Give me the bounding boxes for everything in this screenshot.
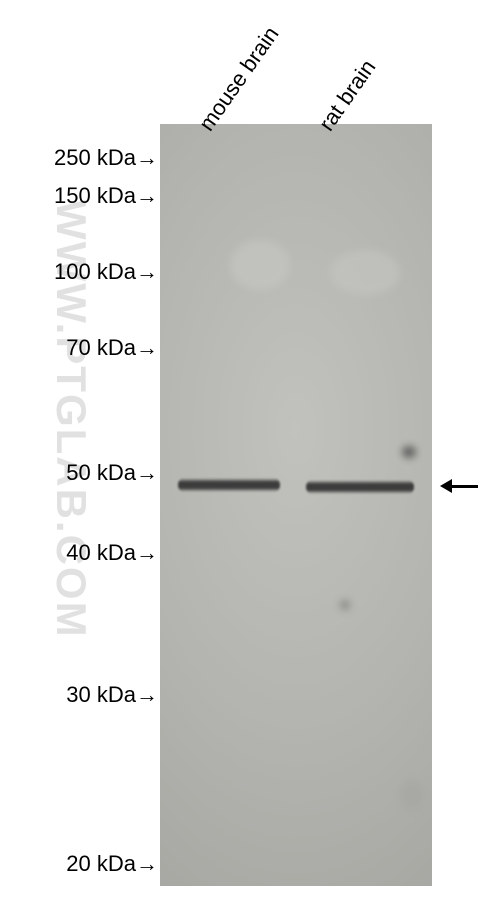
band-arrow-line xyxy=(451,485,478,488)
protein-band xyxy=(178,478,280,492)
mw-marker-label: 150 kDa→ xyxy=(54,183,158,209)
mw-marker-label: 20 kDa→ xyxy=(66,851,158,877)
protein-band xyxy=(306,480,414,494)
blot-membrane xyxy=(160,124,432,886)
blot-smudge xyxy=(400,780,424,810)
blot-smudge xyxy=(340,600,350,610)
blot-smudge xyxy=(230,240,290,290)
mw-marker-label: 30 kDa→ xyxy=(66,682,158,708)
mw-marker-label: 70 kDa→ xyxy=(66,335,158,361)
blot-smudge xyxy=(330,250,400,295)
mw-marker-label: 250 kDa→ xyxy=(54,145,158,171)
blot-smudge xyxy=(402,446,416,458)
mw-marker-label: 40 kDa→ xyxy=(66,540,158,566)
mw-marker-label: 50 kDa→ xyxy=(66,460,158,486)
western-blot-figure: WWW.PTGLAB.COM mouse brainrat brain250 k… xyxy=(0,0,500,903)
lane-label: mouse brain xyxy=(194,22,285,136)
blot-background xyxy=(160,124,432,886)
mw-marker-label: 100 kDa→ xyxy=(54,259,158,285)
